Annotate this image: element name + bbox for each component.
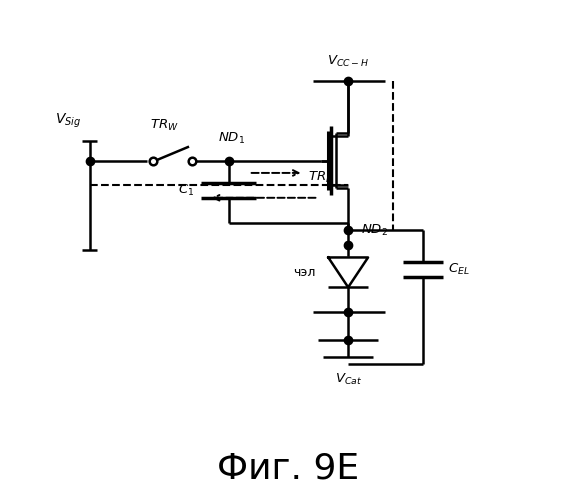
Text: $V_{Sig}$: $V_{Sig}$ (55, 112, 81, 130)
Text: чэл: чэл (294, 266, 316, 279)
Text: $C_1$: $C_1$ (178, 183, 194, 198)
Text: $V_{CC-H}$: $V_{CC-H}$ (327, 54, 369, 68)
Text: $V_{Cat}$: $V_{Cat}$ (335, 372, 362, 387)
Text: $C_{EL}$: $C_{EL}$ (448, 262, 469, 278)
Text: $ND_2$: $ND_2$ (361, 222, 388, 238)
Text: $TR_W$: $TR_W$ (150, 118, 178, 133)
Polygon shape (328, 258, 368, 288)
Text: $ND_1$: $ND_1$ (218, 130, 245, 146)
Text: $TR_D$: $TR_D$ (308, 170, 335, 186)
Text: Фиг. 9Е: Фиг. 9Е (218, 452, 359, 486)
